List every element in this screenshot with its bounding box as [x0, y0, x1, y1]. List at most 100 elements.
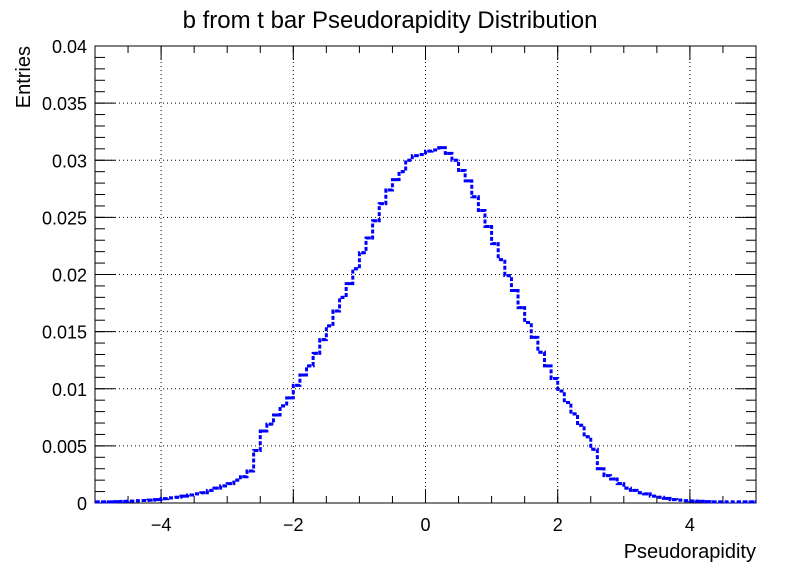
- histogram-bin: [440, 146, 444, 150]
- histogram-bin: [123, 499, 127, 503]
- histogram-bin: [354, 267, 358, 271]
- histogram-bin: [321, 338, 325, 342]
- histogram-bin: [704, 500, 708, 504]
- histogram-bin: [149, 498, 153, 502]
- y-tick-label: 0: [77, 494, 87, 514]
- histogram-bin: [374, 219, 378, 223]
- histogram-bin: [658, 495, 662, 499]
- histogram-bin: [579, 423, 583, 427]
- histogram-bin: [671, 498, 675, 502]
- histogram-series-line: [95, 146, 756, 504]
- chart-title: b from t bar Pseudorapidity Distribution: [183, 7, 598, 34]
- histogram-bin: [262, 429, 266, 433]
- histogram-bin: [255, 448, 259, 452]
- histogram-bin: [334, 309, 338, 313]
- histogram-bin: [652, 494, 656, 498]
- histogram-bin: [361, 251, 365, 255]
- histogram-bin: [592, 447, 596, 451]
- series-layer: [95, 146, 756, 504]
- x-tick-label: 4: [685, 515, 695, 535]
- histogram-bin: [367, 236, 371, 240]
- histogram-bin: [665, 496, 669, 500]
- histogram-bin: [314, 351, 318, 355]
- x-tick-labels: −4 −2 0 2 4: [151, 515, 695, 535]
- histogram-bin: [156, 498, 160, 502]
- histogram-bin: [526, 320, 530, 324]
- histogram-bin: [229, 482, 233, 486]
- histogram-bin: [414, 154, 418, 158]
- histogram-bin: [347, 282, 351, 286]
- histogram-bin: [96, 500, 100, 504]
- histogram-bin: [248, 469, 252, 473]
- histogram-bin: [202, 491, 206, 495]
- histogram-bin: [460, 169, 464, 173]
- histogram-bin: [552, 376, 556, 380]
- histogram-bin: [599, 467, 603, 471]
- y-tick-label: 0.035: [42, 94, 87, 114]
- histogram-bin: [466, 179, 470, 183]
- histogram-bin: [281, 404, 285, 408]
- x-tick-label: −2: [283, 515, 304, 535]
- histogram-bin: [711, 500, 715, 504]
- histogram-bin: [222, 484, 226, 488]
- histogram-bin: [295, 383, 299, 387]
- histogram-bin: [242, 475, 246, 479]
- histogram-bin: [566, 400, 570, 404]
- histogram-bin: [387, 188, 391, 192]
- histogram-bin: [288, 396, 292, 400]
- histogram-bin: [625, 486, 629, 490]
- histogram-bin: [605, 474, 609, 478]
- histogram-bin: [506, 274, 510, 278]
- histogram-bin: [638, 491, 642, 495]
- histogram-bin: [308, 364, 312, 368]
- histogram-bin: [110, 500, 114, 504]
- histogram-bin: [103, 500, 107, 504]
- histogram-bin: [420, 153, 424, 157]
- histogram-bin: [328, 324, 332, 328]
- y-tick-labels: 0 0.005 0.01 0.015 0.02 0.025 0.03 0.035 0.04: [42, 37, 87, 514]
- y-tick-label: 0.03: [52, 151, 87, 171]
- histogram-bin: [546, 364, 550, 368]
- histogram-bin: [136, 499, 140, 503]
- y-axis-label: Entries: [13, 46, 35, 108]
- histogram-bin: [301, 373, 305, 377]
- histogram-bin: [341, 295, 345, 299]
- histogram-bin: [407, 158, 411, 162]
- histogram-bin: [731, 500, 735, 504]
- histogram-bin: [559, 389, 563, 393]
- histogram-bin: [189, 493, 193, 497]
- y-tick-label: 0.025: [42, 208, 87, 228]
- histogram-bin: [519, 306, 523, 310]
- histogram-bin: [433, 148, 437, 152]
- histogram-bin: [685, 499, 689, 503]
- x-axis-label: Pseudorapidity: [624, 541, 756, 563]
- histogram-bin: [724, 500, 728, 504]
- y-tick-label: 0.02: [52, 266, 87, 286]
- histogram-bin: [381, 202, 385, 206]
- histogram-bin: [453, 158, 457, 162]
- histogram-bin: [533, 335, 537, 339]
- histogram-bin: [737, 500, 741, 504]
- histogram-bin: [678, 498, 682, 502]
- histogram-bin: [195, 492, 199, 496]
- histogram-bin: [493, 242, 497, 246]
- y-tick-label: 0.01: [52, 380, 87, 400]
- histogram-bin: [513, 288, 517, 292]
- x-tick-label: 0: [420, 515, 430, 535]
- histogram-bin: [645, 492, 649, 496]
- histogram-bin: [500, 258, 504, 262]
- histogram-bin: [473, 195, 477, 199]
- y-tick-label: 0.015: [42, 323, 87, 343]
- histogram-bin: [691, 499, 695, 503]
- histogram-bin: [572, 412, 576, 416]
- histogram-bin: [162, 497, 166, 501]
- histogram-bin: [585, 435, 589, 439]
- histogram-bin: [744, 500, 748, 504]
- histogram-bin: [618, 482, 622, 486]
- histogram-bin: [209, 488, 213, 492]
- histogram-bin: [143, 498, 147, 502]
- histogram-bin: [632, 488, 636, 492]
- histogram-bin: [169, 496, 173, 500]
- histogram-bin: [427, 149, 431, 153]
